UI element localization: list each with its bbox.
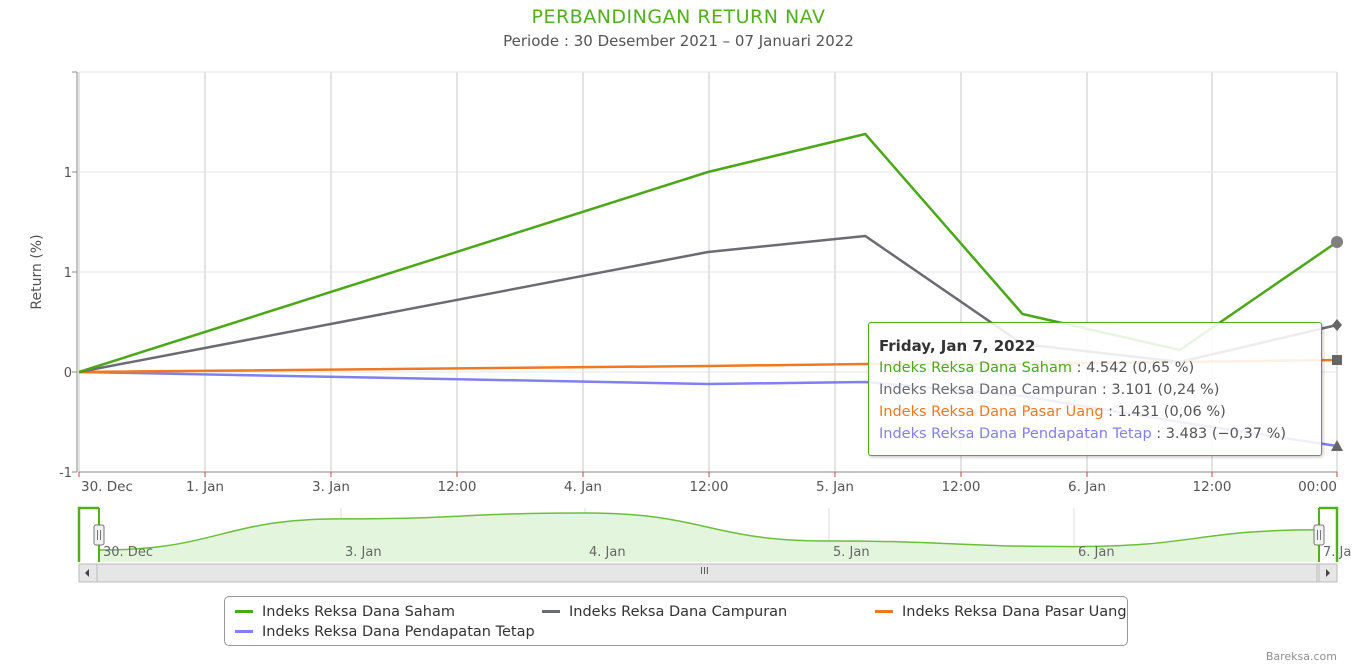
handle-body [1313, 524, 1325, 546]
tooltip-value: : 4.542 (0,65 %) [1071, 360, 1195, 376]
legend-swatch [875, 609, 893, 613]
legend-label: Indeks Reksa Dana Pendapatan Tetap [262, 624, 535, 640]
navigator-outline-right [1319, 506, 1339, 562]
x-tick-label: 30. Dec [81, 479, 133, 495]
axes: -1 0 1 1 Return (%) 30. Dec 1. Jan 3. Jan 12:00 4… [29, 71, 1338, 495]
scroll-right-arrow-icon [1326, 569, 1330, 577]
scrollbar-grip[interactable]: III [700, 566, 709, 577]
legend-item-saham[interactable]: Indeks Reksa Dana Saham [235, 604, 455, 620]
tooltip-value: : 3.101 (0,24 %) [1097, 382, 1220, 398]
legend-swatch [542, 609, 560, 613]
navigator-outline-left [77, 506, 99, 562]
legend-item-pendapatan-tetap[interactable]: Indeks Reksa Dana Pendapatan Tetap [235, 624, 535, 640]
tooltip-value: : 3.483 (−0,37 %) [1151, 426, 1287, 442]
series-marker-square [1332, 355, 1342, 365]
navigator-tick-label: 30. Dec [103, 545, 153, 560]
tooltip-date: Friday, Jan 7, 2022 [879, 337, 1036, 355]
legend-label: Indeks Reksa Dana Campuran [569, 604, 788, 620]
navigator-handle-right[interactable] [1313, 524, 1325, 546]
legend-item-campuran[interactable]: Indeks Reksa Dana Campuran [542, 604, 787, 620]
y-tick-label: 1 [64, 166, 72, 181]
scroll-left-arrow-icon [85, 569, 89, 577]
tooltip: Friday, Jan 7, 2022 Indeks Reksa Dana Sa… [868, 322, 1322, 456]
scrollbar[interactable] [78, 563, 1338, 583]
legend-label: Indeks Reksa Dana Pasar Uang [902, 604, 1127, 620]
tooltip-line-campuran: Indeks Reksa Dana Campuran : 3.101 (0,24… [879, 379, 1311, 401]
handle-body [93, 524, 105, 546]
tooltip-series-name: Indeks Reksa Dana Pasar Uang [879, 404, 1104, 420]
x-tick-label: 1. Jan [186, 479, 224, 495]
tooltip-series-name: Indeks Reksa Dana Campuran [879, 382, 1098, 398]
x-tick-label: 12:00 [942, 479, 981, 495]
navigator-area [99, 513, 1319, 562]
series-marker-circle [1331, 236, 1343, 248]
navigator[interactable]: 30. Dec 3. Jan 4. Jan 5. Jan 6. Jan 7. Ja [77, 506, 1351, 583]
navigator-line [98, 512, 1320, 551]
x-tick-label: 12:00 [690, 479, 729, 495]
legend: Indeks Reksa Dana Saham Indeks Reksa Dan… [224, 596, 1128, 646]
chart-subtitle: Periode : 30 Desember 2021 – 07 Januari … [503, 32, 854, 50]
legend-swatch [235, 609, 253, 613]
tooltip-line-pasar-uang: Indeks Reksa Dana Pasar Uang : 1.431 (0,… [879, 401, 1311, 423]
tooltip-line-pendapatan-tetap: Indeks Reksa Dana Pendapatan Tetap : 3.4… [879, 423, 1311, 445]
x-tick-label: 4. Jan [564, 479, 602, 495]
tooltip-series-name: Indeks Reksa Dana Pendapatan Tetap [879, 426, 1152, 442]
y-tick-label: 1 [64, 266, 72, 281]
marker-layer [1331, 236, 1343, 451]
navigator-tick-label: 4. Jan [589, 545, 626, 560]
x-tick-label: 12:00 [438, 479, 477, 495]
x-tick-label: 3. Jan [312, 479, 350, 495]
navigator-tick-label: 7. Ja [1323, 545, 1351, 560]
x-tick-label: 12:00 [1193, 479, 1232, 495]
x-tick-label: 5. Jan [816, 479, 854, 495]
legend-swatch [235, 629, 253, 633]
y-axis-title: Return (%) [29, 234, 45, 309]
tooltip-value: : 1.431 (0,06 %) [1103, 404, 1226, 420]
tooltip-series-name: Indeks Reksa Dana Saham [879, 360, 1072, 376]
navigator-tick-label: 3. Jan [345, 545, 382, 560]
chart-title: PERBANDINGAN RETURN NAV [531, 6, 826, 28]
y-tick-label: 0 [64, 366, 72, 381]
navigator-handle-left[interactable] [93, 524, 105, 546]
credit-link[interactable]: Bareksa.com [1265, 650, 1337, 663]
navigator-tick-label: 5. Jan [833, 545, 870, 560]
legend-item-pasar-uang[interactable]: Indeks Reksa Dana Pasar Uang [875, 604, 1127, 620]
x-tick-label: 00:00 [1298, 479, 1337, 495]
series-marker-diamond [1332, 319, 1342, 331]
x-tick-label: 6. Jan [1068, 479, 1106, 495]
y-tick-label: -1 [59, 466, 72, 481]
navigator-tick-label: 6. Jan [1078, 545, 1115, 560]
legend-label: Indeks Reksa Dana Saham [262, 604, 455, 620]
series-marker-triangle [1331, 440, 1343, 451]
tooltip-line-saham: Indeks Reksa Dana Saham : 4.542 (0,65 %) [879, 357, 1311, 379]
